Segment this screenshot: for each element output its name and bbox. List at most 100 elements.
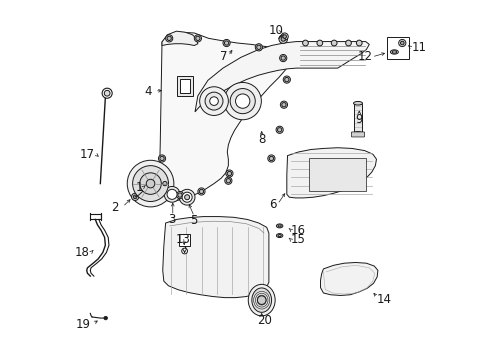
Circle shape (132, 166, 168, 202)
Ellipse shape (278, 234, 281, 237)
Circle shape (400, 41, 403, 45)
Polygon shape (195, 41, 368, 112)
Circle shape (199, 189, 203, 194)
Circle shape (282, 35, 286, 39)
Circle shape (224, 177, 231, 184)
Polygon shape (180, 79, 189, 93)
Circle shape (226, 179, 230, 183)
Circle shape (281, 33, 287, 40)
Circle shape (104, 316, 107, 320)
Circle shape (163, 181, 167, 186)
Circle shape (279, 54, 286, 62)
Ellipse shape (391, 51, 396, 53)
Circle shape (204, 92, 223, 110)
Circle shape (255, 44, 262, 51)
Circle shape (104, 90, 110, 96)
Circle shape (164, 186, 180, 202)
Circle shape (398, 40, 405, 46)
Ellipse shape (278, 225, 281, 227)
Circle shape (223, 40, 230, 46)
Circle shape (235, 94, 249, 108)
Circle shape (178, 193, 182, 197)
Circle shape (140, 173, 161, 194)
Circle shape (256, 45, 261, 49)
Polygon shape (286, 148, 376, 198)
Ellipse shape (276, 234, 282, 238)
Circle shape (160, 156, 164, 161)
Circle shape (281, 56, 285, 60)
Text: 13: 13 (176, 233, 191, 246)
Polygon shape (177, 76, 192, 96)
Text: 17: 17 (80, 148, 94, 161)
Circle shape (146, 179, 155, 188)
Circle shape (224, 41, 228, 45)
Circle shape (284, 77, 288, 82)
Circle shape (230, 89, 255, 114)
Circle shape (280, 101, 287, 108)
Ellipse shape (353, 102, 362, 105)
Polygon shape (163, 217, 268, 298)
Circle shape (182, 248, 187, 254)
Polygon shape (159, 32, 290, 202)
Text: 15: 15 (290, 233, 305, 246)
Text: 7: 7 (219, 50, 227, 63)
Circle shape (356, 40, 362, 46)
Text: 9: 9 (355, 113, 362, 126)
Circle shape (267, 155, 274, 162)
Polygon shape (320, 262, 377, 296)
Circle shape (198, 188, 204, 195)
Text: 18: 18 (75, 246, 89, 259)
Circle shape (176, 192, 183, 199)
Text: 3: 3 (168, 213, 175, 226)
Text: 20: 20 (256, 314, 271, 327)
Circle shape (165, 35, 172, 42)
Ellipse shape (251, 288, 271, 312)
Text: 14: 14 (376, 293, 391, 306)
Circle shape (302, 40, 308, 46)
Circle shape (316, 40, 322, 46)
Circle shape (131, 193, 139, 201)
Circle shape (277, 128, 281, 132)
Circle shape (281, 103, 285, 107)
Text: 4: 4 (144, 85, 152, 98)
Circle shape (227, 171, 231, 176)
Text: 8: 8 (258, 133, 265, 146)
Polygon shape (179, 234, 190, 246)
Circle shape (179, 189, 195, 205)
Text: 12: 12 (357, 50, 372, 63)
Circle shape (269, 156, 273, 161)
Circle shape (276, 126, 283, 134)
Circle shape (345, 40, 351, 46)
Circle shape (127, 160, 174, 207)
Circle shape (167, 189, 177, 199)
Circle shape (158, 155, 165, 162)
Ellipse shape (248, 284, 275, 316)
Text: 5: 5 (189, 214, 197, 227)
Circle shape (199, 87, 228, 116)
FancyBboxPatch shape (351, 132, 364, 137)
Text: 2: 2 (111, 202, 118, 215)
Circle shape (194, 35, 201, 42)
Circle shape (182, 192, 192, 202)
Circle shape (257, 296, 265, 305)
Circle shape (224, 82, 261, 120)
Text: 11: 11 (410, 41, 426, 54)
Text: 19: 19 (76, 318, 91, 331)
Ellipse shape (389, 50, 398, 54)
Circle shape (195, 36, 200, 41)
Polygon shape (162, 31, 198, 45)
Circle shape (278, 35, 287, 43)
Text: 16: 16 (290, 224, 305, 237)
Circle shape (184, 195, 189, 200)
Circle shape (209, 97, 218, 105)
Text: 10: 10 (268, 24, 283, 37)
Text: 1: 1 (136, 181, 143, 194)
Polygon shape (353, 104, 362, 133)
Circle shape (330, 40, 336, 46)
Circle shape (167, 36, 171, 41)
Ellipse shape (276, 224, 282, 228)
Circle shape (283, 76, 290, 83)
Circle shape (133, 195, 137, 199)
Circle shape (161, 180, 168, 187)
Circle shape (102, 88, 112, 98)
